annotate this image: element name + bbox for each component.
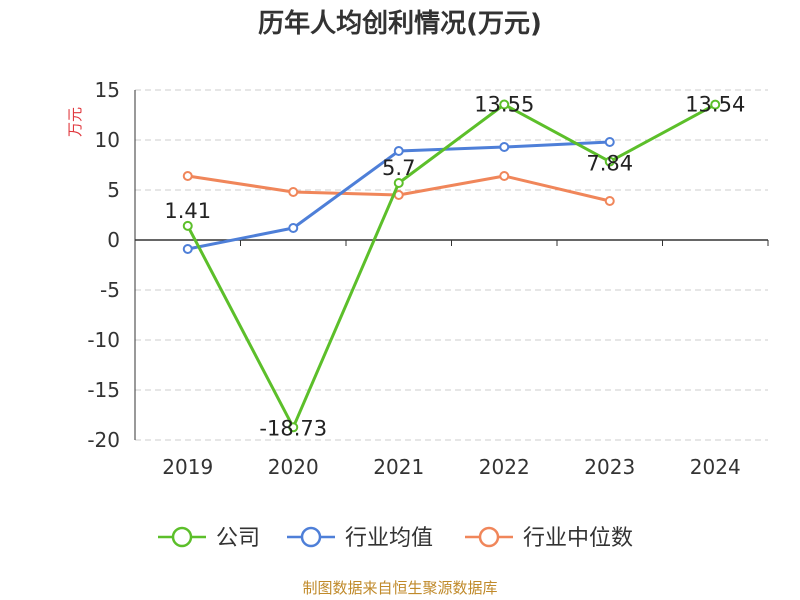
legend-item: 行业中位数 — [465, 526, 633, 551]
data-point — [393, 146, 404, 156]
y-tick-label: -15 — [87, 378, 120, 402]
legend: 公司 行业均值 行业中位数 — [158, 526, 633, 551]
data-label: 7.84 — [586, 152, 633, 176]
data-point — [182, 244, 193, 254]
series — [182, 99, 721, 433]
data-point — [604, 137, 615, 147]
series-line — [186, 103, 716, 429]
y-tick-label: 0 — [107, 228, 120, 252]
x-tick-label: 2021 — [373, 455, 424, 479]
data-point — [499, 142, 510, 152]
legend-item: 行业均值 — [287, 526, 433, 551]
data-point — [604, 196, 615, 206]
data-point — [288, 422, 299, 433]
legend-label: 公司 — [216, 526, 260, 551]
data-label: 13.54 — [685, 93, 745, 117]
x-tick-label: 2020 — [268, 455, 319, 479]
source-note: 制图数据来自恒生聚源数据库 — [302, 579, 498, 597]
data-point — [288, 223, 299, 233]
y-tick-label: 10 — [95, 128, 120, 152]
data-point — [710, 99, 721, 110]
legend-label: 行业均值 — [345, 526, 433, 551]
x-tick-label: 2024 — [690, 455, 741, 479]
x-tick-label: 2019 — [162, 455, 213, 479]
y-axis-label: 万元 — [66, 107, 84, 137]
legend-label: 行业中位数 — [523, 526, 633, 551]
data-point — [604, 156, 615, 167]
data-point — [182, 220, 193, 231]
legend-circle-icon — [171, 526, 193, 548]
chart-title: 历年人均创利情况(万元) — [258, 9, 542, 39]
y-tick-label: -20 — [87, 428, 120, 452]
data-label: 1.41 — [164, 199, 211, 223]
y-tick-label: -5 — [100, 278, 120, 302]
data-label: 5.7 — [382, 156, 415, 180]
y-tick-label: 15 — [95, 78, 120, 102]
data-point — [288, 187, 299, 197]
data-point — [393, 178, 404, 188]
data-label: -18.73 — [259, 416, 327, 440]
legend-item: 公司 — [158, 526, 260, 551]
data-label: 13.55 — [474, 93, 534, 117]
grid-lines — [135, 89, 768, 441]
data-point — [182, 171, 193, 181]
legend-circle-icon — [300, 526, 322, 548]
y-tick-label: 5 — [107, 178, 120, 202]
legend-circle-icon — [478, 526, 500, 548]
x-tick-label: 2023 — [584, 455, 635, 479]
axes: 15 10 5 0 -5 -10 -15 -20 2019 2020 2021 2022 2023 202… — [66, 78, 769, 479]
data-point — [499, 171, 510, 181]
data-labels: 1.41 -18.73 5.7 13.55 7.84 13.54 — [164, 93, 745, 441]
y-tick-label: -10 — [87, 328, 120, 352]
x-tick-label: 2022 — [479, 455, 530, 479]
data-point — [499, 99, 510, 110]
